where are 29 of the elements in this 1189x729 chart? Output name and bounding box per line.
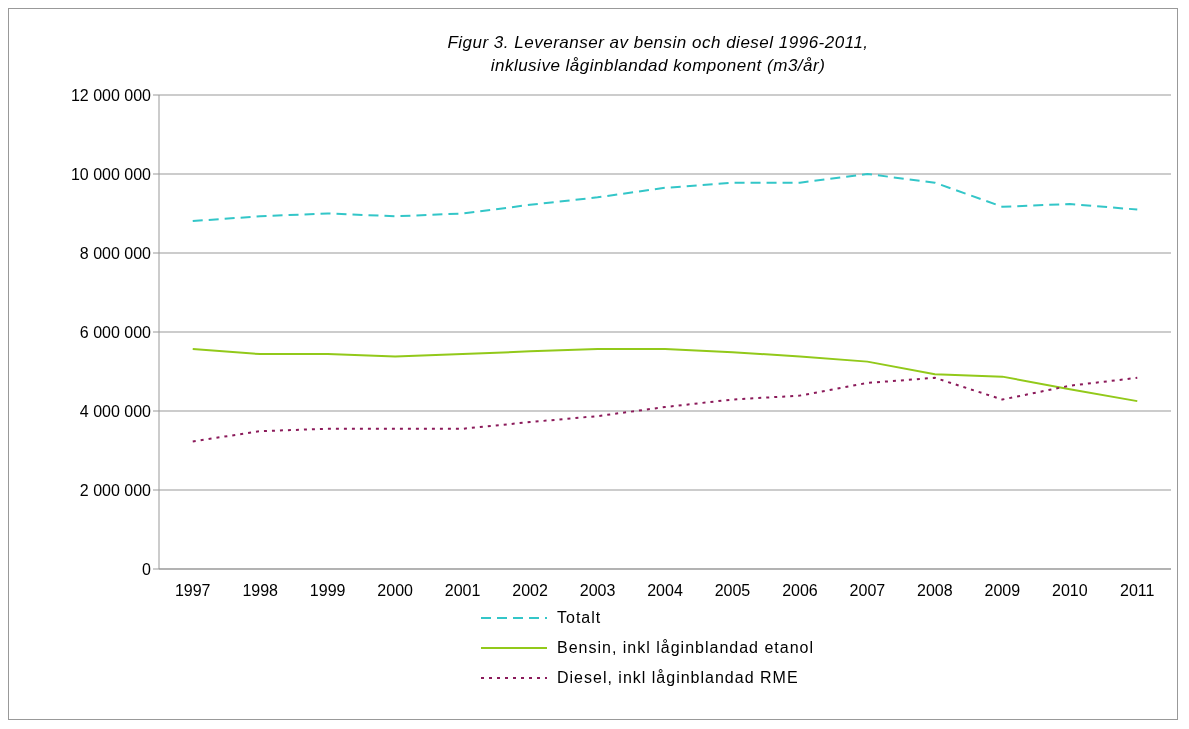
line-series — [191, 376, 1139, 443]
y-tick-label: 8 000 000 — [79, 244, 152, 262]
x-tick-label: 2010 — [1052, 582, 1088, 600]
line-series — [191, 173, 1139, 223]
legend-label: Totalt — [557, 609, 602, 627]
x-tick-label: 2008 — [917, 582, 953, 600]
y-tick-label: 6 000 000 — [79, 323, 152, 341]
legend-label: Diesel, inkl låginblandad RME — [557, 669, 799, 687]
x-tick-label: 2007 — [849, 582, 886, 600]
x-tick-label: 2004 — [647, 582, 683, 600]
x-tick-label: 2005 — [714, 582, 751, 600]
x-tick-label: 2000 — [377, 582, 414, 600]
x-tick-label: 2003 — [579, 582, 616, 600]
x-tick-label: 1999 — [309, 582, 346, 600]
line-series — [191, 347, 1139, 403]
y-tick-label: 2 000 000 — [79, 481, 152, 499]
x-tick-label: 2011 — [1120, 582, 1155, 600]
x-tick-label: 2009 — [984, 582, 1021, 600]
x-tick-label: 1997 — [174, 582, 211, 600]
x-tick-label: 1998 — [242, 582, 279, 600]
x-tick-label: 2001 — [444, 582, 481, 600]
x-tick-label: 2006 — [782, 582, 818, 600]
y-tick-label: 12 000 000 — [70, 86, 152, 104]
y-tick-label: 4 000 000 — [79, 402, 152, 420]
chart-title: Figur 3. Leveranser av bensin och diesel 1996-2011, inklusive låginblandad komponent (m3/år) — [446, 32, 870, 77]
x-tick-label: 2002 — [512, 582, 548, 600]
y-tick-label: 0 — [142, 560, 152, 578]
y-tick-label: 10 000 000 — [70, 165, 152, 183]
legend-label: Bensin, inkl låginblandad etanol — [557, 639, 815, 657]
